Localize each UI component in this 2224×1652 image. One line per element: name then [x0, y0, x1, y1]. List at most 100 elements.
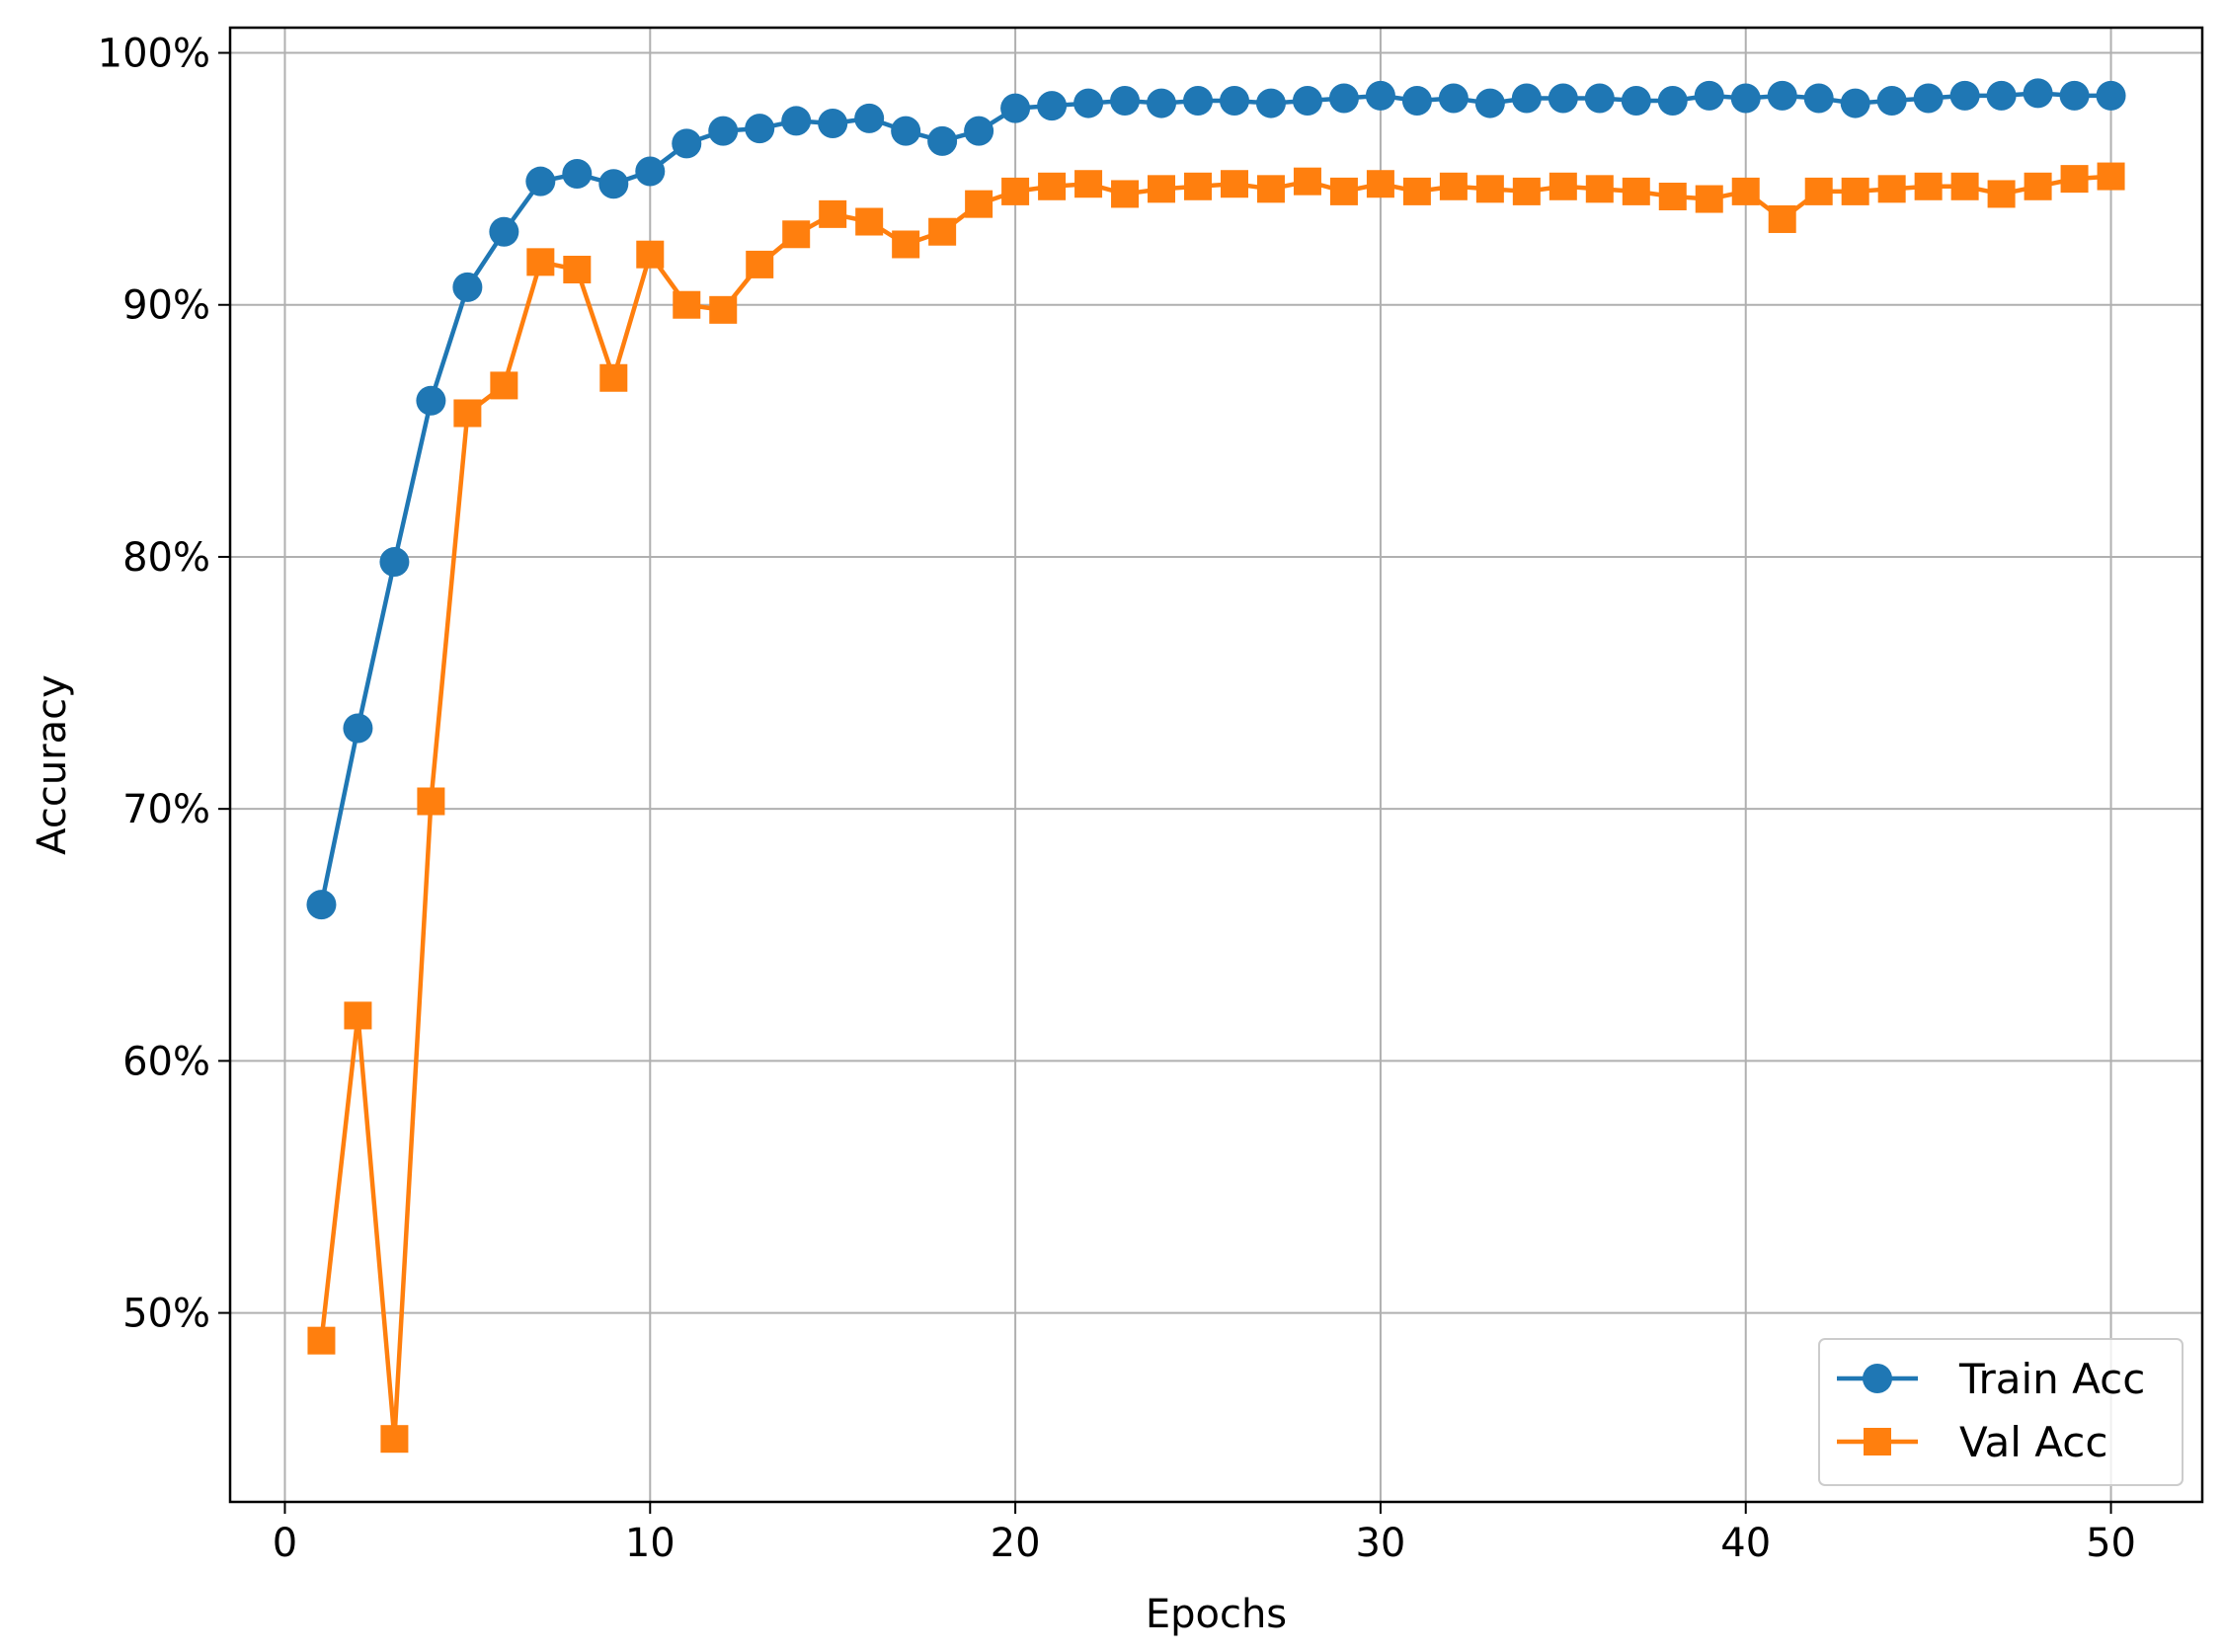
data-point: [1475, 175, 1504, 203]
data-point: [599, 363, 628, 392]
legend-label: Val Acc: [1959, 1418, 2107, 1466]
series-1: [307, 162, 2125, 1454]
data-point: [1658, 182, 1687, 210]
data-point: [1220, 170, 1248, 198]
data-point: [1841, 177, 1869, 205]
data-point: [1439, 172, 1468, 200]
y-tick-label: 70%: [122, 787, 210, 832]
data-point: [1767, 80, 1797, 111]
data-point: [927, 125, 958, 156]
x-axis-label: Epochs: [1146, 1592, 1287, 1637]
data-point: [636, 240, 665, 269]
data-point: [1840, 88, 1870, 118]
data-point: [1695, 185, 1723, 213]
legend-marker: [1864, 1428, 1891, 1455]
data-point: [526, 248, 555, 276]
data-point: [1292, 86, 1322, 117]
x-tick-label: 0: [273, 1521, 297, 1566]
y-tick-label: 60%: [122, 1039, 210, 1084]
data-point: [1511, 83, 1542, 114]
data-point: [562, 159, 593, 190]
data-point: [1183, 86, 1214, 117]
data-point: [2059, 80, 2090, 111]
data-point: [525, 166, 556, 197]
data-point: [1219, 86, 1249, 117]
data-point: [1037, 91, 1068, 121]
data-point: [1328, 83, 1359, 114]
data-point: [1366, 170, 1394, 198]
data-point: [1184, 172, 1213, 200]
data-point: [598, 169, 629, 199]
data-point: [1512, 177, 1541, 205]
data-point: [818, 108, 848, 138]
data-point: [892, 230, 920, 259]
data-point: [1549, 172, 1577, 200]
data-point: [379, 547, 410, 578]
plot-frame: [228, 26, 2204, 1504]
data-point: [1438, 83, 1469, 114]
data-point: [855, 207, 884, 236]
data-point: [1147, 88, 1177, 118]
y-tick-label: 90%: [122, 283, 210, 329]
legend-items: Train Acc Val Acc: [1837, 1355, 2145, 1466]
x-tick-label: 10: [625, 1521, 675, 1566]
data-point: [1986, 80, 2017, 111]
data-point: [1584, 83, 1615, 114]
data-point: [1255, 88, 1286, 118]
data-point: [1111, 180, 1140, 208]
data-point: [1914, 172, 1943, 200]
data-point: [343, 713, 373, 744]
data-point: [417, 787, 445, 816]
legend-item: Train Acc: [1837, 1355, 2145, 1403]
data-point: [891, 116, 921, 146]
data-point: [708, 116, 739, 146]
x-tick-label: 50: [2086, 1521, 2136, 1566]
data-point: [563, 256, 592, 284]
data-point: [1950, 172, 1979, 200]
data-point: [307, 1326, 336, 1355]
data-point: [1622, 177, 1650, 205]
data-point: [1694, 80, 1724, 111]
data-point: [1073, 88, 1104, 118]
data-point: [1148, 175, 1176, 203]
y-tick-label: 50%: [122, 1292, 210, 1337]
data-point: [1768, 204, 1796, 233]
legend-item: Val Acc: [1837, 1418, 2107, 1466]
data-point: [1256, 175, 1285, 203]
y-tick-label: 80%: [122, 535, 210, 581]
data-point: [489, 216, 519, 247]
data-point: [416, 385, 446, 416]
legend-box: [1818, 1338, 2184, 1486]
data-point: [2097, 162, 2125, 191]
data-point: [672, 128, 702, 159]
series-0: [306, 78, 2126, 920]
data-point: [1038, 172, 1067, 200]
data-point: [380, 1425, 409, 1454]
data-point: [2024, 172, 2052, 200]
data-point: [1987, 180, 2016, 208]
data-point: [1401, 86, 1432, 117]
x-tick-label: 40: [1720, 1521, 1771, 1566]
x-tick-label: 20: [991, 1521, 1041, 1566]
data-point: [1074, 170, 1103, 198]
data-point: [781, 106, 812, 136]
data-point: [709, 295, 738, 324]
data-point: [1474, 88, 1505, 118]
data-point: [2023, 78, 2053, 109]
x-tick-label: 30: [1355, 1521, 1405, 1566]
data-point: [1548, 83, 1578, 114]
grid-lines: [230, 28, 2202, 1502]
data-point: [745, 114, 775, 144]
data-point: [1804, 177, 1833, 205]
data-point: [1803, 83, 1834, 114]
data-point: [854, 103, 885, 133]
data-point: [1000, 93, 1031, 123]
legend: Train Acc Val Acc: [1818, 1338, 2184, 1486]
y-axis-label: Accuracy: [30, 674, 75, 855]
data-point: [453, 399, 482, 428]
legend-marker: [1863, 1364, 1892, 1393]
data-point: [2096, 80, 2126, 111]
data-point: [1949, 80, 1980, 111]
data-point: [1365, 80, 1395, 111]
